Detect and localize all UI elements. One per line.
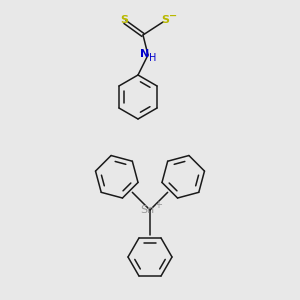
Text: −: − [169,11,177,21]
Text: Sn: Sn [140,205,154,215]
Text: S: S [120,15,128,25]
Text: S: S [161,15,169,25]
Text: N: N [140,49,150,59]
Text: +: + [154,200,162,210]
Text: H: H [149,53,157,63]
